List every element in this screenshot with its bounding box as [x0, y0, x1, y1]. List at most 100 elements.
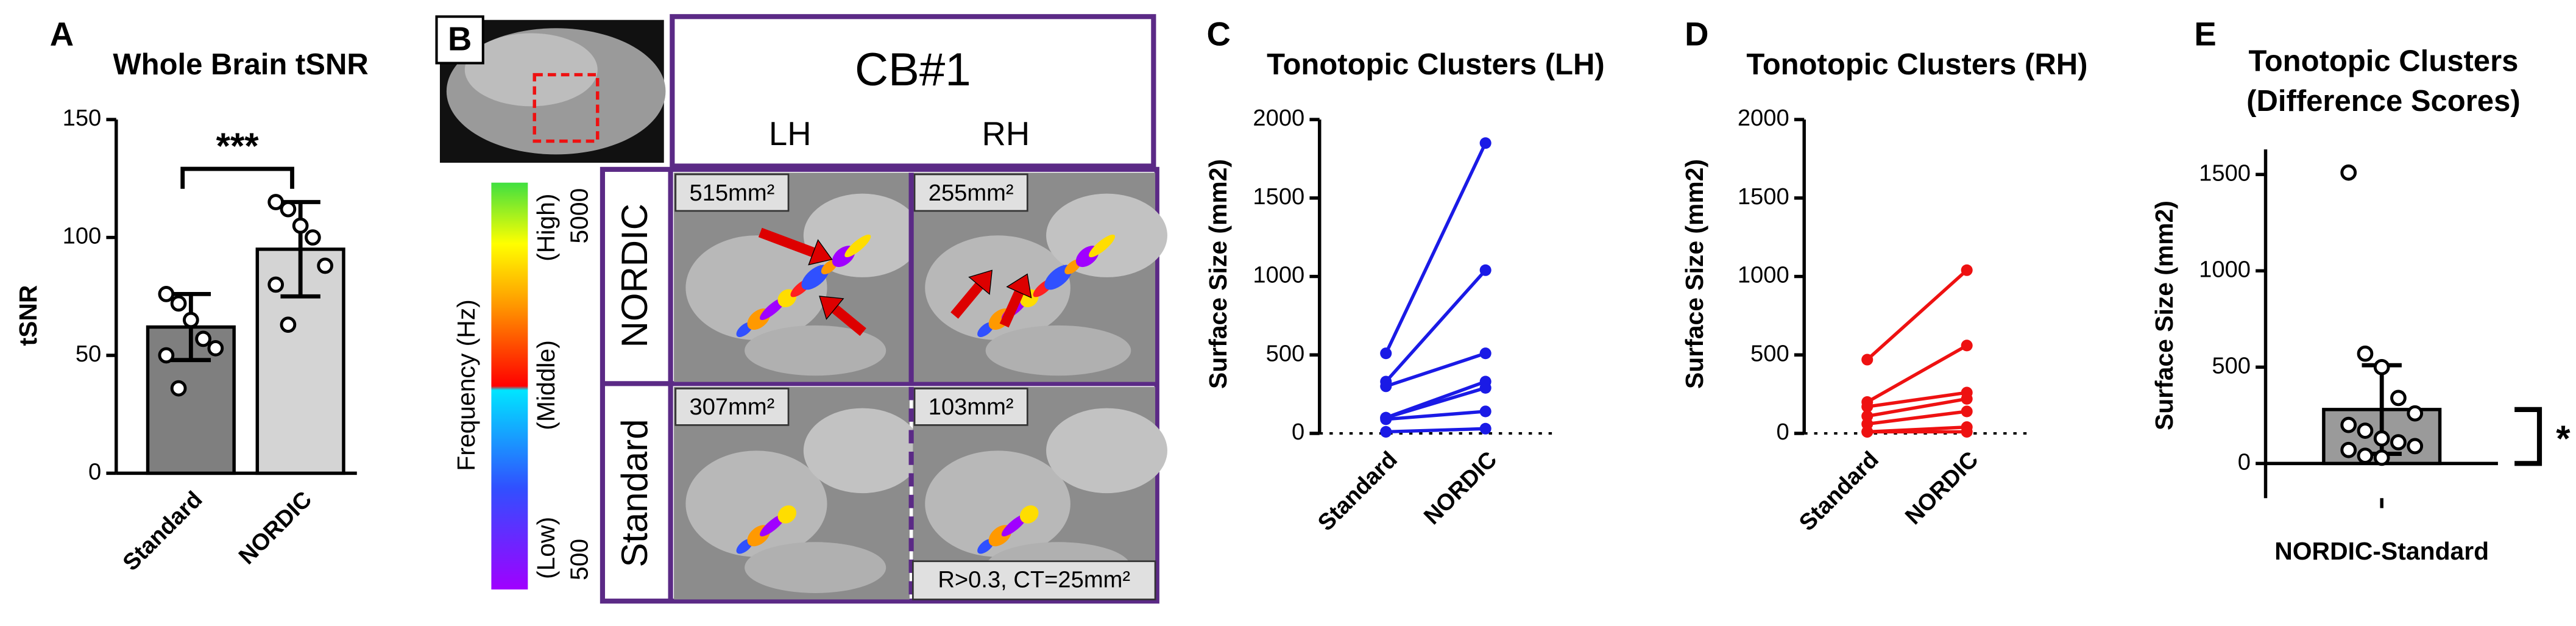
panel-letter: C: [1207, 15, 1231, 52]
x-tick-label: Standard: [118, 486, 207, 576]
chart-title: Tonotopic Clusters: [2248, 44, 2518, 77]
series-line: [1385, 352, 1487, 388]
y-tick-label: 500: [2212, 352, 2251, 379]
colorbar-tick: 500: [565, 539, 593, 580]
y-axis-label: Surface Size (mm2): [1680, 159, 1708, 389]
y-tick-label: 100: [63, 223, 102, 249]
brain-fold: [464, 33, 598, 107]
row-label: Standard: [614, 419, 655, 567]
header-frame: [670, 14, 1156, 169]
colorbar-level: (Middle): [532, 340, 560, 430]
data-point: [1961, 393, 1973, 405]
label-box: [435, 15, 484, 65]
series-line: [1385, 410, 1486, 421]
data-point: [2373, 449, 2390, 466]
panel-letter: D: [1685, 15, 1708, 52]
panel-b: B CB#1 LH RH Frequency (Hz) (High) (Midd…: [435, 14, 1167, 604]
data-point: [1380, 413, 1392, 425]
x-tick-label: NORDIC: [1900, 446, 1984, 530]
y-tick-label: 50: [76, 341, 101, 367]
data-point: [170, 380, 187, 397]
y-tick-label: 1000: [2199, 256, 2251, 282]
data-point: [1479, 137, 1491, 149]
data-point: [2373, 358, 2390, 375]
arrow: [832, 305, 866, 336]
arrow-head: [968, 269, 993, 295]
area-box: [674, 173, 790, 212]
note: R>0.3, CT=25mm²: [938, 567, 1130, 593]
data-point: [1861, 400, 1874, 413]
colorbar-label: Frequency (Hz): [452, 299, 480, 471]
chart-title: (Difference Scores): [2246, 85, 2520, 118]
gyrus: [745, 542, 886, 593]
data-point: [195, 330, 211, 347]
gyrus: [925, 450, 1070, 557]
arrow: [999, 290, 1024, 328]
data-point: [1479, 264, 1491, 276]
y-tick-label: 2000: [1738, 105, 1789, 131]
series-line: [1866, 344, 1968, 404]
arrow-head: [808, 239, 833, 266]
data-point: [1479, 347, 1491, 360]
data-point: [158, 286, 175, 302]
data-point: [2373, 430, 2390, 447]
data-point: [1961, 425, 1973, 438]
gyrus: [985, 325, 1131, 376]
data-point: [305, 229, 321, 246]
significance-bracket: [2514, 407, 2542, 466]
y-tick-label: 1500: [2199, 160, 2251, 186]
area-box: [913, 388, 1028, 426]
gyrus: [1046, 408, 1167, 494]
panel-letter: B: [448, 20, 472, 57]
chart-title: Tonotopic Clusters (LH): [1267, 48, 1605, 81]
data-point: [1479, 382, 1491, 394]
gyrus: [1046, 193, 1167, 277]
data-point: [1380, 380, 1392, 393]
data-point: [2340, 416, 2357, 433]
x-tick-label: NORDIC: [1419, 446, 1502, 530]
data-point: [158, 347, 175, 364]
arrow-head: [1006, 273, 1032, 299]
data-point: [1961, 340, 1973, 352]
y-tick-label: 1000: [1738, 262, 1789, 288]
y-tick-label: 0: [1776, 419, 1789, 445]
colorbar-level: (Low): [532, 517, 560, 579]
area-label: 255mm²: [929, 180, 1014, 206]
series-line: [1867, 410, 1967, 426]
area-box: [913, 173, 1028, 212]
y-tick-label: 1000: [1253, 262, 1304, 288]
x-tick-label: NORDIC-Standard: [2274, 537, 2489, 565]
panel-letter: E: [2194, 15, 2216, 52]
y-axis-label: Surface Size (mm2): [2150, 201, 2178, 430]
data-point: [1861, 425, 1874, 438]
data-point: [280, 316, 297, 333]
activation: [777, 505, 797, 524]
arrow: [950, 282, 983, 319]
note-box: [911, 560, 1156, 600]
colorbar-level: (High): [532, 194, 560, 261]
data-point: [2340, 164, 2357, 181]
row-label: NORDIC: [614, 204, 655, 347]
data-point: [267, 194, 285, 210]
y-tick-label: 0: [2238, 449, 2251, 475]
series-line: [1384, 142, 1487, 354]
data-point: [1961, 405, 1973, 418]
data-point: [1861, 354, 1874, 366]
brain-cells: 515mm² 255mm² 307mm² 103mm² R>0.3, CT=25mm²: [674, 173, 1167, 600]
data-point: [2357, 447, 2374, 464]
gyrus: [685, 235, 827, 340]
y-tick-label: 500: [1266, 340, 1305, 366]
colorbar-tick: 5000: [565, 188, 593, 244]
gyrus: [803, 193, 922, 277]
series-line: [1867, 391, 1967, 408]
data-point: [2357, 422, 2374, 439]
data-point: [1479, 422, 1491, 435]
column-label: LH: [769, 115, 812, 152]
y-tick-label: 2000: [1253, 105, 1304, 131]
x-tick-label: Standard: [1794, 446, 1884, 536]
y-tick-label: 1500: [1253, 183, 1304, 210]
y-tick-label: 1500: [1738, 183, 1789, 210]
area-label: 515mm²: [689, 180, 774, 206]
gyrus: [685, 450, 827, 557]
